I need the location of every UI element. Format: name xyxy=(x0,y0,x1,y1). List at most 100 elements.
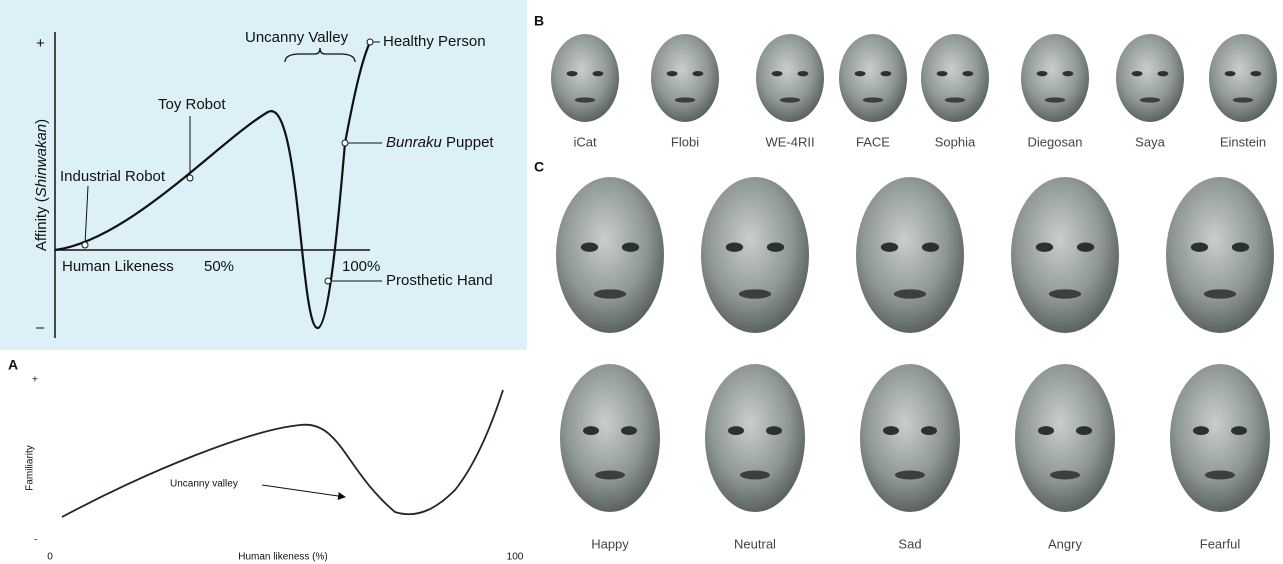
face-image xyxy=(701,177,809,333)
eye xyxy=(1231,242,1250,252)
face-label: Diegosan xyxy=(1028,134,1083,149)
face-label: Flobi xyxy=(671,134,699,149)
eye xyxy=(1157,70,1169,77)
point xyxy=(186,174,194,182)
bunraku-italic: Bunraku xyxy=(386,134,443,151)
annotation: Uncanny valley xyxy=(170,479,238,490)
eye xyxy=(621,242,640,252)
face-image xyxy=(921,34,989,122)
mouth xyxy=(740,470,770,480)
brace xyxy=(284,47,356,63)
panel-label: A xyxy=(8,357,18,373)
leader xyxy=(84,185,89,246)
y-label-italic: Shinwakan xyxy=(33,124,50,197)
mouth xyxy=(1205,470,1235,480)
eye xyxy=(692,70,704,77)
eye xyxy=(1250,70,1262,77)
face-image xyxy=(856,177,964,333)
eye xyxy=(1193,426,1209,436)
eye xyxy=(728,426,744,436)
y-plus: + xyxy=(32,375,38,386)
eye xyxy=(1076,242,1095,252)
eye xyxy=(725,242,744,252)
eye xyxy=(1036,70,1048,77)
eye xyxy=(580,242,599,252)
mouth xyxy=(1139,97,1161,103)
face-label: Sophia xyxy=(935,134,976,149)
mouth xyxy=(779,97,801,103)
bunraku-rest: Puppet xyxy=(442,134,495,151)
emotion-label: Happy xyxy=(591,536,629,551)
mouth xyxy=(1044,97,1066,103)
face-label: Einstein xyxy=(1220,134,1266,149)
annotation: Bunraku Puppet xyxy=(386,134,494,151)
y-label-prefix: Affinity ( xyxy=(33,197,50,251)
face-image xyxy=(705,364,805,512)
mouth xyxy=(1203,289,1237,299)
y-label-suffix: ) xyxy=(33,119,50,124)
x-mid: 50% xyxy=(204,258,234,275)
eye xyxy=(583,426,599,436)
face-image xyxy=(839,34,907,122)
point xyxy=(341,139,349,147)
face-image xyxy=(651,34,719,122)
mouth xyxy=(595,470,625,480)
y-plus: + xyxy=(36,35,45,52)
eye xyxy=(797,70,809,77)
face-grid: iCat Flobi WE-4RII FACE Sophia Diegosan Saya Ei… xyxy=(551,34,1277,551)
eye xyxy=(566,70,578,77)
mouth xyxy=(1048,289,1082,299)
panel-background xyxy=(0,0,527,350)
face-label: FACE xyxy=(856,134,890,149)
mouth xyxy=(944,97,966,103)
mouth xyxy=(574,97,596,103)
y-label: Familiarity xyxy=(25,445,36,491)
panel-label: B xyxy=(534,13,544,29)
panel-label: C xyxy=(534,159,544,175)
eye xyxy=(766,426,782,436)
x-label: Human Likeness xyxy=(62,258,174,275)
eye xyxy=(880,70,892,77)
eye xyxy=(1131,70,1143,77)
eye xyxy=(936,70,948,77)
face-image xyxy=(1170,364,1270,512)
eye xyxy=(854,70,866,77)
face-image xyxy=(1011,177,1119,333)
face-image xyxy=(860,364,960,512)
familiarity-curve xyxy=(61,389,504,518)
mouth xyxy=(862,97,884,103)
face-image xyxy=(1166,177,1274,333)
annotation: Healthy Person xyxy=(383,33,486,50)
eye xyxy=(1038,426,1054,436)
eye xyxy=(666,70,678,77)
mouth xyxy=(674,97,696,103)
eye xyxy=(880,242,899,252)
mouth xyxy=(1232,97,1254,103)
face-label: WE-4RII xyxy=(765,134,814,149)
point xyxy=(81,241,89,249)
eye xyxy=(1076,426,1092,436)
emotion-label: Sad xyxy=(898,536,921,551)
mouth xyxy=(738,289,772,299)
x-label: Human likeness (%) xyxy=(238,552,327,563)
eye xyxy=(1062,70,1074,77)
face-label: Saya xyxy=(1135,134,1165,149)
eye xyxy=(1190,242,1209,252)
eye xyxy=(921,242,940,252)
emotion-label: Neutral xyxy=(734,536,776,551)
mouth xyxy=(593,289,627,299)
mouth xyxy=(895,470,925,480)
face-image xyxy=(756,34,824,122)
eye xyxy=(766,242,785,252)
x-end: 100% xyxy=(342,258,380,275)
face-image xyxy=(1209,34,1277,122)
annotation: Uncanny Valley xyxy=(245,29,349,46)
y-minus: – xyxy=(36,319,45,336)
y-label: Affinity (Shinwakan) xyxy=(33,119,50,251)
eye xyxy=(1035,242,1054,252)
eye xyxy=(621,426,637,436)
face-label: iCat xyxy=(573,134,597,149)
annotation: Prosthetic Hand xyxy=(386,272,493,289)
arrow xyxy=(261,484,346,500)
